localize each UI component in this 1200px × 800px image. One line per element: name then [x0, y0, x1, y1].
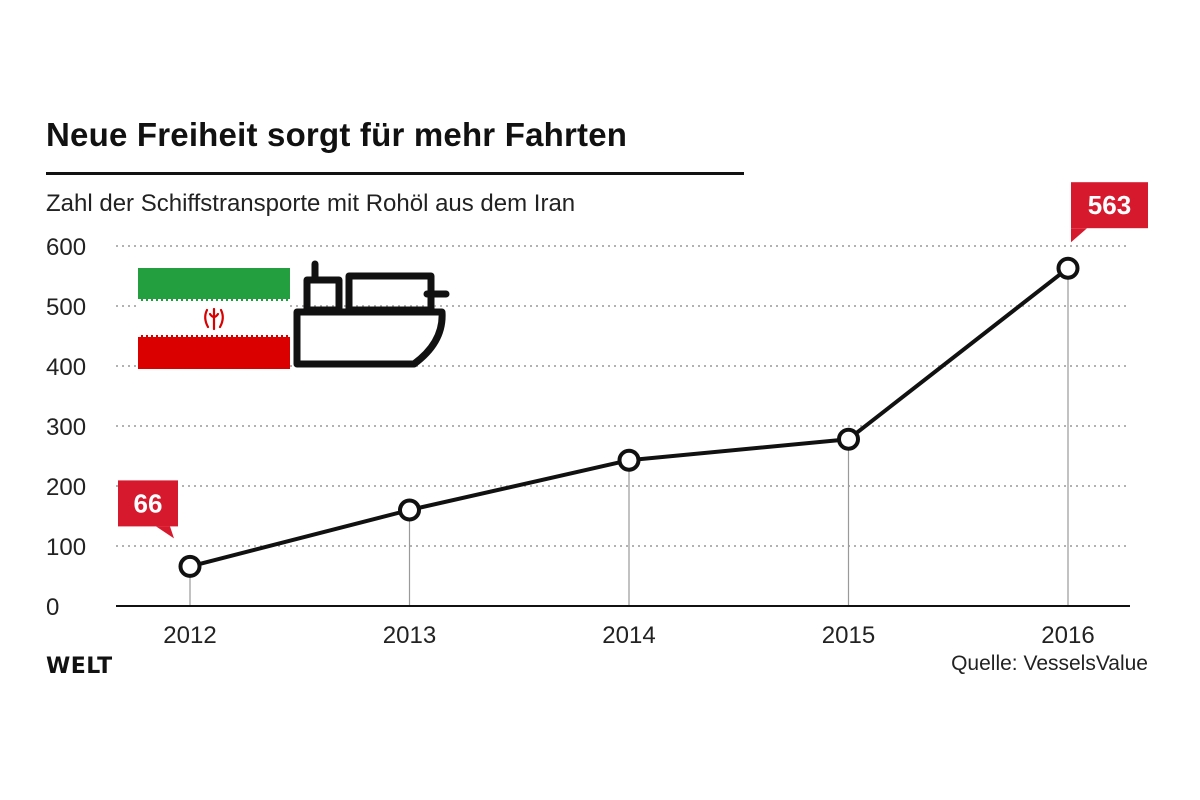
iran-flag-icon: [138, 268, 290, 369]
series-layer: [178, 256, 1080, 578]
x-tick-label: 2013: [383, 622, 436, 649]
callout-box: [1071, 182, 1148, 229]
x-tick-label: 2016: [1041, 622, 1094, 649]
x-tick-label: 2015: [822, 622, 875, 649]
drop-lines-layer: [189, 278, 1069, 606]
oil-tanker-ship-icon: [293, 260, 450, 368]
y-tick-label: 600: [46, 234, 86, 261]
y-tick-label: 200: [46, 474, 86, 501]
data-point: [398, 498, 421, 522]
x-tick-label: 2012: [163, 622, 216, 649]
chart-subtitle: Zahl der Schiffstransporte mit Rohöl aus…: [46, 190, 576, 217]
callout-tail: [1071, 228, 1087, 243]
callout-layer: 66 563: [118, 182, 1148, 539]
y-tick-label: 300: [46, 414, 86, 441]
axes-layer: 0 100 200 300 400 500 600 2012 2013 2014 2015 2016: [46, 234, 1130, 649]
data-point: [837, 427, 860, 451]
data-point: [178, 554, 202, 578]
y-tick-label: 400: [46, 354, 86, 381]
welt-logo: WELT: [46, 654, 113, 679]
data-point: [617, 448, 641, 472]
x-tick-label: 2014: [602, 622, 655, 649]
chart-title: Neue Freiheit sorgt für mehr Fahrten: [46, 116, 628, 153]
callout-label: 563: [1088, 190, 1131, 220]
source-note: Quelle: VesselsValue: [951, 652, 1148, 675]
callout-label: 66: [134, 488, 163, 518]
callout-box: [118, 480, 178, 527]
y-tick-label: 100: [46, 534, 86, 561]
callout-tail: [156, 526, 174, 539]
title-underline: [46, 172, 744, 175]
y-tick-label: 500: [46, 294, 86, 321]
data-point: [1056, 256, 1080, 280]
value-callout: 66: [118, 480, 178, 539]
value-callout: 563: [1071, 182, 1148, 243]
y-tick-label: 0: [46, 594, 59, 621]
